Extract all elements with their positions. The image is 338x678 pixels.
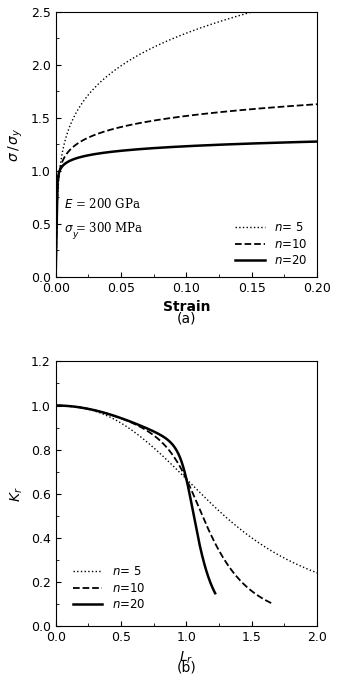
Legend: $n$= 5, $n$=10, $n$=20: $n$= 5, $n$=10, $n$=20 [232,218,311,271]
Y-axis label: $\sigma\,/\,\sigma_y$: $\sigma\,/\,\sigma_y$ [7,127,25,161]
Text: $y$: $y$ [72,230,80,241]
Legend: $n$= 5, $n$=10, $n$=20: $n$= 5, $n$=10, $n$=20 [69,562,149,615]
Text: $\sigma$ = 300 MPa: $\sigma$ = 300 MPa [64,221,143,235]
Y-axis label: $K_r$: $K_r$ [9,486,25,502]
Text: (b): (b) [176,660,196,675]
X-axis label: $L_r$: $L_r$ [179,650,194,666]
X-axis label: Strain: Strain [163,300,210,314]
Text: $E$ = 200 GPa: $E$ = 200 GPa [64,197,140,212]
Text: (a): (a) [177,311,196,325]
